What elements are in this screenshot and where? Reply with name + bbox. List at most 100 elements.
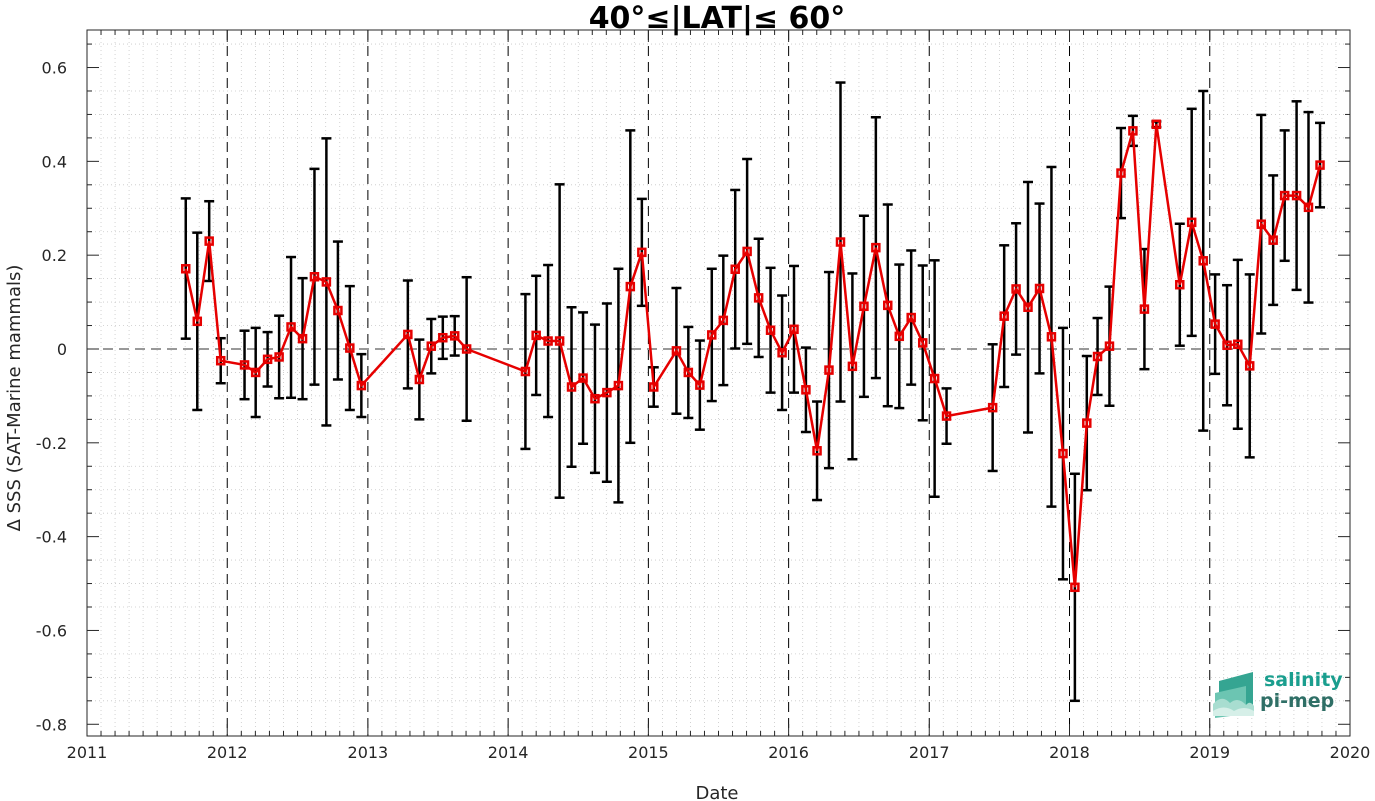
data-point-marker [461,344,472,354]
data-point-marker [649,382,659,392]
data-point-marker [1046,332,1057,342]
y-tick-labels: -0.8 -0.6 -0.4 -0.2 0 0.2 0.4 0.6 [36,59,67,735]
data-point-marker [1023,302,1033,312]
data-point-marker [1082,418,1092,428]
chart-title: 40°≤|LAT|≤ 60° [589,1,846,36]
data-point-marker [1315,160,1325,170]
data-markers [180,119,1325,593]
data-point-marker [917,338,928,348]
y-tick-label: -0.8 [36,715,67,734]
data-point-marker [1058,448,1068,459]
data-point-marker [250,367,261,378]
logo-mark-icon [1213,672,1254,718]
x-tick-label: 2011 [67,743,108,762]
data-point-marker [286,322,296,332]
data-point-marker [1233,339,1243,350]
x-tick-label: 2017 [909,743,950,762]
data-point-marker [602,387,612,398]
data-point-marker [531,330,541,341]
data-point-marker [1198,256,1208,266]
y-tick-label: 0.4 [42,152,67,171]
y-axis-title: Δ SSS (SAT-Marine mammals) [4,265,25,532]
data-point-marker [859,301,869,312]
data-point-marker [356,380,367,391]
data-point-marker [449,331,460,341]
data-point-marker [1210,319,1220,329]
data-point-marker [239,360,250,370]
data-point-marker [333,305,343,316]
data-point-marker [777,347,787,358]
data-point-marker [789,324,799,335]
logo-text-salinity: salinity [1264,669,1343,691]
data-point-marker [403,329,413,340]
data-point-marker [835,237,846,247]
data-point-marker [1244,361,1255,371]
data-point-marker [1034,283,1045,294]
data-point-marker [753,293,764,303]
data-point-marker [1139,304,1150,314]
data-point-marker [941,411,952,421]
data-point-marker [590,393,600,404]
data-point-marker [987,402,998,413]
data-point-marker [906,312,916,323]
data-point-marker [1222,340,1232,350]
data-point-marker [1256,219,1266,229]
data-point-marker [1151,119,1162,130]
x-tick-label: 2020 [1330,743,1371,762]
y-tick-label: 0.2 [42,246,67,265]
data-point-marker [894,331,905,342]
data-point-marker [824,365,834,375]
y-tick-label: 0 [57,340,67,359]
x-tick-label: 2019 [1189,743,1230,762]
data-point-marker [613,380,624,391]
data-point-marker [801,385,811,395]
data-point-marker [578,373,588,383]
data-point-marker [999,311,1009,321]
data-point-marker [847,361,858,372]
data-point-marker [554,336,565,346]
data-point-marker [765,325,776,335]
data-point-marker [730,264,740,274]
data-point-marker [718,315,729,326]
data-point-marker [426,341,437,351]
data-point-marker [1104,341,1115,351]
x-axis-title: Date [695,783,738,801]
x-tick-label: 2018 [1049,743,1090,762]
data-point-marker [871,242,881,253]
data-point-marker [262,354,273,365]
year-separator-lines [226,30,1211,736]
x-tick-labels: 2011 2012 2013 2014 2015 2016 2017 2018 2019 2020 [67,743,1371,762]
x-tick-label: 2015 [628,743,669,762]
data-point-marker [671,346,682,356]
data-point-marker [1186,217,1197,228]
logo-text-pi-mep: pi-mep [1260,690,1334,712]
minor-grid [87,30,1350,736]
data-point-marker [1303,202,1314,213]
x-tick-label: 2012 [207,743,248,762]
y-tick-label: -0.6 [36,621,67,640]
error-bar [180,197,191,340]
data-point-marker [1011,284,1021,294]
data-point-marker [1116,168,1126,178]
data-point-marker [180,264,191,274]
data-point-marker [1175,279,1185,290]
series-line [184,124,1322,588]
x-tick-label: 2013 [348,743,389,762]
data-point-marker [625,281,636,292]
data-point-marker [309,271,320,282]
data-point-marker [274,352,284,362]
salinity-pi-mep-logo: salinity pi-mep [1213,669,1343,718]
data-point-marker [707,330,717,340]
data-point-marker [566,382,577,392]
data-point-marker [1070,582,1080,593]
data-point-marker [1268,235,1278,245]
data-point-marker [192,316,203,327]
data-point-marker [883,300,893,311]
data-point-marker [742,246,752,257]
data-point-marker [1128,126,1138,136]
data-point-marker [543,336,553,346]
data-point-marker [297,333,308,344]
data-point-marker [414,374,425,385]
data-point-marker [215,355,226,366]
